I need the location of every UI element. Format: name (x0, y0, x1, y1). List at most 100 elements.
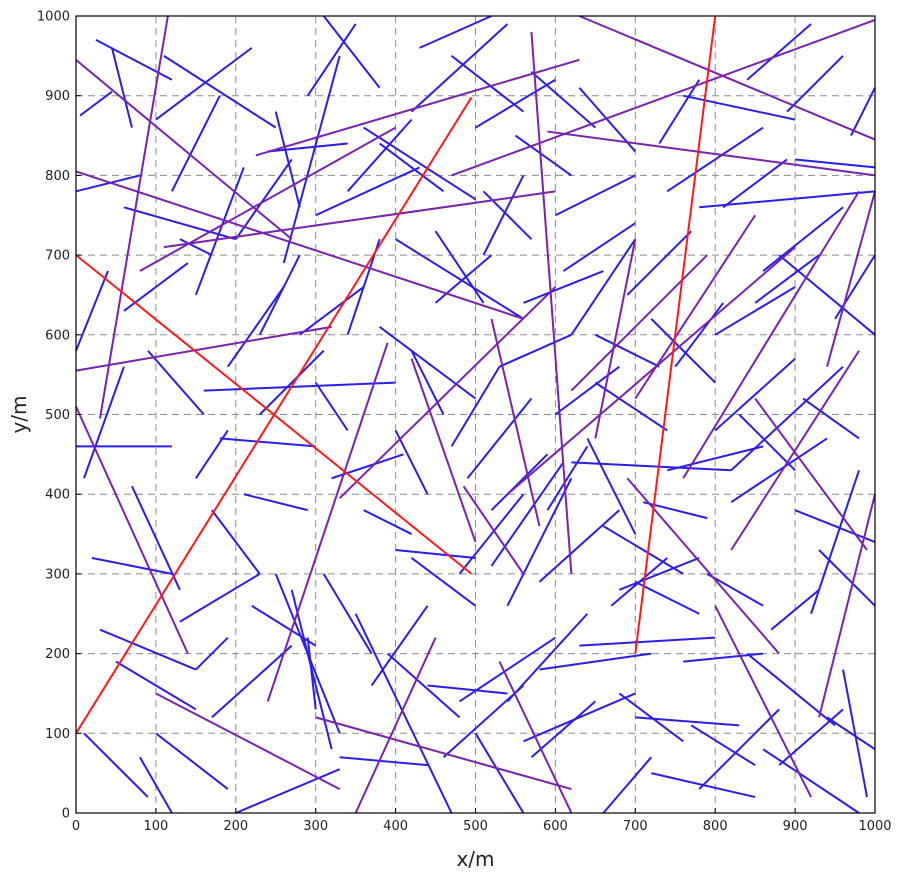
blue-segment (195, 636, 229, 671)
blue-segment (75, 270, 109, 352)
blue-segment (530, 700, 597, 758)
x-tick-label: 200 (223, 819, 248, 834)
y-tick-label: 600 (45, 328, 70, 343)
blue-segment (331, 453, 404, 480)
x-tick-label: 400 (383, 819, 408, 834)
purple-segment (754, 397, 868, 551)
blue-segment (506, 477, 573, 607)
blue-segment (259, 350, 325, 416)
blue-segment (571, 461, 732, 472)
purple-segment (530, 31, 573, 574)
blue-segment (458, 493, 525, 575)
purple-segment (139, 126, 397, 272)
x-tick-label: 900 (783, 819, 808, 834)
blue-segment (427, 684, 508, 695)
blue-segment (258, 254, 301, 336)
blue-segment (251, 604, 317, 647)
blue-segment (626, 230, 692, 296)
blue-segment (226, 286, 285, 368)
blue-segment (579, 636, 716, 647)
blue-segment (211, 644, 293, 719)
blue-segment (618, 692, 684, 743)
blue-segment (419, 15, 492, 49)
blue-segment (746, 652, 836, 727)
x-axis-title: x/m (456, 847, 494, 871)
blue-segment (778, 708, 844, 766)
blue-segment (586, 437, 637, 535)
blue-segment (123, 206, 237, 241)
y-tick-label: 400 (45, 488, 70, 503)
x-tick-label: 1000 (858, 819, 891, 834)
blue-segment (499, 333, 572, 368)
y-tick-label: 200 (45, 647, 70, 662)
blue-segment (370, 605, 429, 687)
blue-segment (379, 142, 445, 193)
blue-segment (826, 716, 876, 751)
blue-segment (802, 397, 860, 440)
purple-segment (626, 477, 780, 655)
blue-segment (306, 637, 317, 710)
purple-segment (338, 286, 557, 499)
blue-segment (274, 111, 301, 208)
purple-segment (714, 605, 812, 798)
blue-segment (570, 238, 637, 336)
x-tick-label: 700 (623, 819, 648, 834)
blue-segment (594, 333, 660, 368)
blue-segment (530, 71, 597, 129)
blue-segment (706, 573, 764, 607)
blue-segment (834, 254, 876, 320)
blue-segment (746, 23, 812, 81)
blue-segment (410, 350, 445, 415)
blue-segment (299, 286, 365, 336)
grid (76, 16, 875, 813)
blue-segment (203, 381, 396, 392)
purple-segment (451, 19, 876, 177)
x-tick-label: 300 (303, 819, 328, 834)
blue-segment (618, 557, 700, 591)
blue-segment (83, 732, 149, 798)
blue-segment (762, 748, 860, 814)
blue-segment (267, 142, 348, 153)
blue-segment (155, 47, 253, 121)
blue-segment (786, 55, 844, 113)
purple-segment (682, 190, 860, 479)
blue-segment (179, 573, 261, 623)
blue-segment (306, 23, 357, 97)
blue-segment (75, 174, 141, 193)
blue-segment (667, 445, 764, 472)
blue-segment (379, 326, 477, 400)
blue-segment (394, 429, 429, 495)
blue-segment (602, 525, 684, 575)
blue-segment (514, 134, 572, 177)
purple-segment (570, 254, 708, 392)
purple-segment (255, 58, 580, 157)
purple-segment (462, 485, 525, 575)
blue-segment (211, 509, 261, 575)
y-tick-label: 0 (62, 807, 70, 822)
y-tick-label: 700 (45, 249, 70, 264)
blue-segment (658, 79, 701, 145)
blue-segment (322, 15, 381, 89)
blue-segment (363, 126, 477, 201)
blue-segment (635, 716, 740, 727)
blue-segment (346, 118, 413, 193)
purple-segment (354, 637, 437, 814)
purple-segment (818, 493, 876, 718)
blue-segment (762, 206, 844, 272)
blue-segment (690, 724, 756, 767)
blue-segment (730, 365, 844, 472)
blue-segment (395, 238, 524, 320)
x-tick-label: 500 (463, 819, 488, 834)
purple-segment (634, 214, 756, 400)
blue-segment (131, 485, 181, 591)
ticks: 0 100 200 300 400 500 600 700 800 900 1000 0 100 200 3… (37, 10, 892, 835)
red-segment (634, 15, 717, 654)
purple-segment (594, 238, 637, 439)
x-tick-label: 0 (72, 819, 80, 834)
segments (75, 15, 876, 814)
blue-segment (147, 350, 205, 416)
blue-segment (450, 366, 501, 447)
blue-segment (810, 469, 860, 615)
blue-segment (410, 23, 509, 113)
